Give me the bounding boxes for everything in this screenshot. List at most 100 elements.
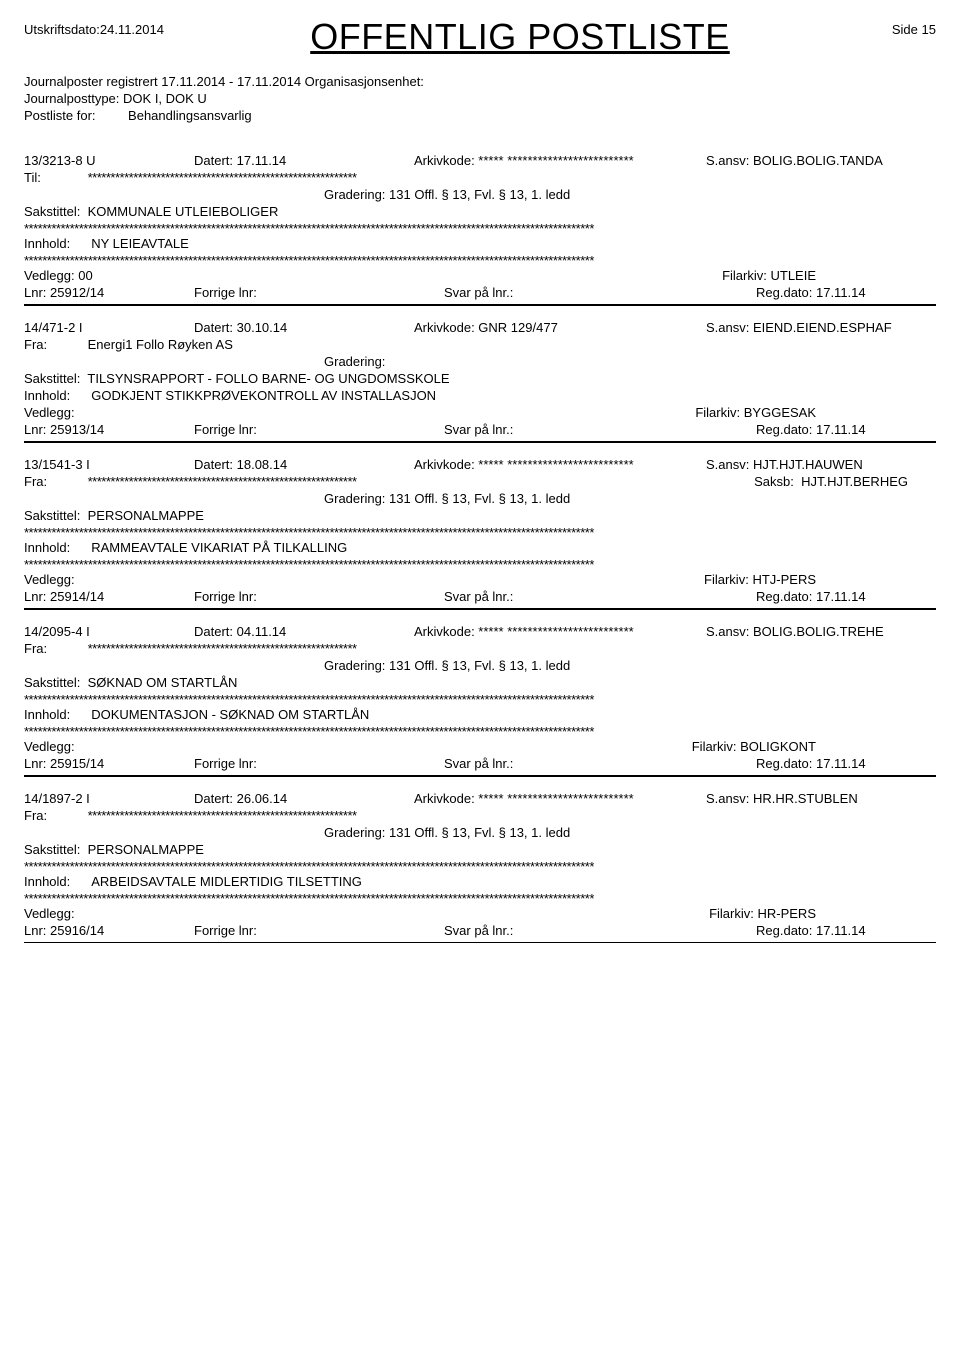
datert: Datert: 04.11.14: [194, 624, 414, 639]
vedlegg-label: Vedlegg:: [24, 572, 75, 587]
party-line: Fra: ***********************************…: [24, 808, 936, 823]
vedlegg-row: Vedlegg: Filarkiv: BOLIGKONT: [24, 739, 936, 754]
vedlegg-row: Vedlegg: Filarkiv: BYGGESAK: [24, 405, 936, 420]
meta-block: Journalposter registrert 17.11.2014 - 17…: [24, 74, 936, 123]
gradering-line: Gradering: 131 Offl. § 13, Fvl. § 13, 1.…: [324, 658, 936, 673]
stars-line: ****************************************…: [24, 221, 936, 236]
vedlegg-row: Vedlegg: Filarkiv: HTJ-PERS: [24, 572, 936, 587]
stars-line: ****************************************…: [24, 859, 936, 874]
journal-id: 14/1897-2 I: [24, 791, 194, 806]
sakstittel-line: Sakstittel: KOMMUNALE UTLEIEBOLIGER: [24, 204, 936, 219]
datert: Datert: 18.08.14: [194, 457, 414, 472]
party-line: Fra: ***********************************…: [24, 474, 936, 489]
entry-header-row: 14/2095-4 IDatert: 04.11.14Arkivkode: **…: [24, 624, 936, 639]
gradering-line: Gradering: 131 Offl. § 13, Fvl. § 13, 1.…: [324, 491, 936, 506]
innhold-line: Innhold: RAMMEAVTALE VIKARIAT PÅ TILKALL…: [24, 540, 936, 555]
gradering-line: Gradering: 131 Offl. § 13, Fvl. § 13, 1.…: [324, 187, 936, 202]
journal-entry: 13/3213-8 UDatert: 17.11.14Arkivkode: **…: [24, 153, 936, 306]
journal-id: 13/3213-8 U: [24, 153, 194, 168]
filarkiv-label: Filarkiv:: [704, 572, 749, 587]
party-label: Fra:: [24, 641, 84, 656]
lnr: Lnr: 25915/14: [24, 756, 194, 771]
lnr-row: Lnr: 25912/14Forrige lnr:Svar på lnr.:Re…: [24, 285, 936, 306]
filarkiv-label: Filarkiv:: [695, 405, 740, 420]
journal-entry: 13/1541-3 IDatert: 18.08.14Arkivkode: **…: [24, 457, 936, 610]
party-label: Til:: [24, 170, 84, 185]
registered-range: 17.11.2014 - 17.11.2014: [161, 74, 301, 89]
party-value: ****************************************…: [88, 170, 357, 185]
gradering-line: Gradering:: [324, 354, 936, 369]
jptype-line: Journalposttype: DOK I, DOK U: [24, 91, 936, 106]
datert: Datert: 26.06.14: [194, 791, 414, 806]
registered-line: Journalposter registrert 17.11.2014 - 17…: [24, 74, 936, 89]
stars-line: ****************************************…: [24, 891, 936, 906]
org-label: Organisasjonsenhet:: [305, 74, 424, 89]
lnr-row: Lnr: 25916/14Forrige lnr:Svar på lnr.:Re…: [24, 923, 936, 943]
innhold-value: NY LEIEAVTALE: [91, 236, 189, 251]
arkivkode: Arkivkode: ***** ***********************…: [414, 624, 706, 639]
vedlegg-row: Vedlegg: 00Filarkiv: UTLEIE: [24, 268, 936, 283]
datert: Datert: 17.11.14: [194, 153, 414, 168]
regdato: Reg.dato: 17.11.14: [756, 589, 936, 604]
svar-lnr: Svar på lnr.:: [444, 285, 756, 300]
sakstittel-value: KOMMUNALE UTLEIEBOLIGER: [88, 204, 279, 219]
saksb: Saksb: HJT.HJT.BERHEG: [754, 474, 908, 489]
vedlegg-value: 00: [78, 268, 92, 283]
filarkiv-label: Filarkiv:: [709, 906, 754, 921]
stars-line: ****************************************…: [24, 253, 936, 268]
s-ansv: S.ansv: HJT.HJT.HAUWEN: [706, 457, 936, 472]
lnr: Lnr: 25914/14: [24, 589, 194, 604]
innhold-value: DOKUMENTASJON - SØKNAD OM STARTLÅN: [91, 707, 369, 722]
print-date-value: 24.11.2014: [100, 22, 164, 37]
header: Utskriftsdato:24.11.2014 OFFENTLIG POSTL…: [24, 18, 936, 58]
svar-lnr: Svar på lnr.:: [444, 589, 756, 604]
sakstittel-value: SØKNAD OM STARTLÅN: [88, 675, 238, 690]
sakstittel-line: Sakstittel: SØKNAD OM STARTLÅN: [24, 675, 936, 690]
entry-header-row: 14/471-2 IDatert: 30.10.14Arkivkode: GNR…: [24, 320, 936, 335]
journal-entry: 14/1897-2 IDatert: 26.06.14Arkivkode: **…: [24, 791, 936, 943]
regdato: Reg.dato: 17.11.14: [756, 422, 936, 437]
innhold-line: Innhold: ARBEIDSAVTALE MIDLERTIDIG TILSE…: [24, 874, 936, 889]
innhold-value: ARBEIDSAVTALE MIDLERTIDIG TILSETTING: [91, 874, 362, 889]
party-label: Fra:: [24, 337, 84, 352]
entry-header-row: 13/1541-3 IDatert: 18.08.14Arkivkode: **…: [24, 457, 936, 472]
stars-line: ****************************************…: [24, 724, 936, 739]
party-line: Fra: Energi1 Follo Røyken AS: [24, 337, 936, 352]
innhold-value: GODKJENT STIKKPRØVEKONTROLL AV INSTALLAS…: [91, 388, 436, 403]
sakstittel-value: PERSONALMAPPE: [88, 508, 204, 523]
page-number: Side 15: [876, 18, 936, 37]
journal-id: 14/471-2 I: [24, 320, 194, 335]
regdato: Reg.dato: 17.11.14: [756, 923, 936, 938]
filarkiv-value: BYGGESAK: [744, 405, 816, 420]
sakstittel-value: PERSONALMAPPE: [88, 842, 204, 857]
page-title: OFFENTLIG POSTLISTE: [164, 16, 876, 58]
filarkiv-value: BOLIGKONT: [740, 739, 816, 754]
lnr: Lnr: 25916/14: [24, 923, 194, 938]
jptype-label: Journalposttype:: [24, 91, 119, 106]
s-ansv: S.ansv: BOLIG.BOLIG.TANDA: [706, 153, 936, 168]
sakstittel-line: Sakstittel: TILSYNSRAPPORT - FOLLO BARNE…: [24, 371, 936, 386]
arkivkode: Arkivkode: ***** ***********************…: [414, 791, 706, 806]
vedlegg-label: Vedlegg:: [24, 739, 75, 754]
jptype-value: DOK I, DOK U: [123, 91, 207, 106]
journal-id: 14/2095-4 I: [24, 624, 194, 639]
lnr: Lnr: 25913/14: [24, 422, 194, 437]
party-line: Fra: ***********************************…: [24, 641, 936, 656]
vedlegg-row: Vedlegg: Filarkiv: HR-PERS: [24, 906, 936, 921]
svar-lnr: Svar på lnr.:: [444, 422, 756, 437]
forrige-lnr: Forrige lnr:: [194, 923, 444, 938]
innhold-line: Innhold: GODKJENT STIKKPRØVEKONTROLL AV …: [24, 388, 936, 403]
party-value: Energi1 Follo Røyken AS: [88, 337, 233, 352]
stars-line: ****************************************…: [24, 525, 936, 540]
vedlegg-label: Vedlegg:: [24, 268, 75, 283]
svar-lnr: Svar på lnr.:: [444, 923, 756, 938]
party-value: ****************************************…: [88, 808, 357, 823]
entry-header-row: 13/3213-8 UDatert: 17.11.14Arkivkode: **…: [24, 153, 936, 168]
sakstittel-value: TILSYNSRAPPORT - FOLLO BARNE- OG UNGDOMS…: [87, 371, 449, 386]
stars-line: ****************************************…: [24, 557, 936, 572]
sakstittel-line: Sakstittel: PERSONALMAPPE: [24, 508, 936, 523]
innhold-line: Innhold: NY LEIEAVTALE: [24, 236, 936, 251]
journal-entry: 14/2095-4 IDatert: 04.11.14Arkivkode: **…: [24, 624, 936, 777]
lnr-row: Lnr: 25914/14Forrige lnr:Svar på lnr.:Re…: [24, 589, 936, 610]
filarkiv-label: Filarkiv:: [692, 739, 737, 754]
